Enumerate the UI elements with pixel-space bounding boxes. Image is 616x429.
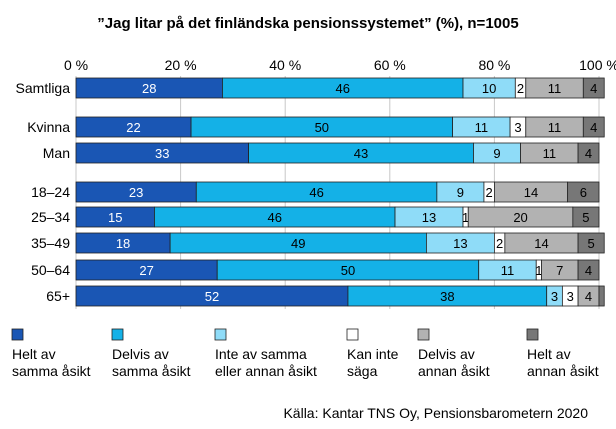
x-tick-label: 0 % [64, 57, 88, 73]
bar-value-label: 3 [551, 289, 558, 304]
category-labels: Samtliga Kvinna Man 18–24 25–34 35–49 50–64 65+ [16, 80, 71, 304]
x-tick-label: 60 % [374, 57, 406, 73]
bar-segment [572, 206, 600, 228]
bar-value-label: 11 [501, 263, 515, 278]
bar-value-label: 2 [496, 236, 503, 251]
bar-value-label: 5 [582, 210, 589, 225]
legend-label: annan åsikt [527, 363, 599, 379]
bar-value-label: 10 [482, 81, 496, 96]
x-tick-label: 20 % [165, 57, 197, 73]
bar-value-label: 5 [588, 236, 595, 251]
x-tick-label: 40 % [269, 57, 301, 73]
category-label: 18–24 [31, 184, 70, 200]
bar-value-label: 22 [126, 120, 140, 135]
legend-label: Kan inte [347, 346, 399, 362]
bar-value-label: 18 [116, 236, 130, 251]
bar-value-label: 52 [205, 289, 219, 304]
category-label: 25–34 [31, 209, 70, 225]
bar-value-label: 4 [590, 81, 597, 96]
bar-value-label: 1 [535, 263, 542, 278]
legend-label: samma åsikt [112, 363, 191, 379]
chart-title: ”Jag litar på det finländska pensionssys… [97, 15, 518, 32]
bar-value-label: 20 [513, 210, 527, 225]
bar-value-label: 3 [567, 289, 574, 304]
category-label: Man [43, 145, 70, 161]
bar-value-label: 4 [585, 263, 592, 278]
bar-segment [577, 142, 600, 164]
bar-value-label: 9 [457, 185, 464, 200]
x-tick-label: 100 % [579, 57, 616, 73]
bar-value-label: 2 [517, 81, 524, 96]
legend-label: Inte av samma [215, 346, 307, 362]
bar-segment [582, 116, 605, 138]
bar-segment [598, 285, 605, 307]
bar-value-label: 46 [309, 185, 323, 200]
bar-value-label: 23 [129, 185, 143, 200]
bar-value-label: 4 [590, 120, 597, 135]
bar-value-label: 50 [341, 263, 355, 278]
source-note: Källa: Kantar TNS Oy, Pensionsbarometern… [283, 405, 588, 421]
bar-value-label: 49 [291, 236, 305, 251]
category-label: 50–64 [31, 262, 70, 278]
legend-swatch [214, 328, 227, 341]
bar-segment [567, 181, 600, 203]
bar-value-label: 6 [580, 185, 587, 200]
bar-segment [582, 77, 605, 99]
bars: 28 46 10 2 11 422 50 11 3 11 433 43 9 11 423 46 9 2 14 615 4… [75, 77, 605, 307]
bar-value-label: 14 [534, 236, 548, 251]
category-label: 65+ [46, 288, 70, 304]
legend-swatch [346, 328, 359, 341]
legend-swatch [111, 328, 124, 341]
legend-swatch [417, 328, 430, 341]
category-label: 35–49 [31, 235, 70, 251]
bar-value-label: 28 [142, 81, 156, 96]
legend-label: eller annan åsikt [215, 363, 317, 379]
bar-value-label: 11 [548, 120, 562, 135]
category-label: Kvinna [27, 119, 70, 135]
bar-segment [577, 259, 600, 281]
bar-value-label: 15 [108, 210, 122, 225]
bar-segment [577, 232, 605, 254]
legend-label: Helt av [12, 346, 56, 362]
bar-value-label: 7 [556, 263, 563, 278]
bar-value-label: 33 [155, 146, 169, 161]
legend-label: samma åsikt [12, 363, 91, 379]
legend-label: Delvis av [418, 346, 475, 362]
bar-value-label: 11 [543, 146, 557, 161]
legend-swatch [11, 328, 24, 341]
legend-swatch [526, 328, 539, 341]
bar-value-label: 2 [486, 185, 493, 200]
bar-value-label: 43 [354, 146, 368, 161]
legend-label: säga [347, 363, 378, 379]
bar-value-label: 50 [315, 120, 329, 135]
bar-value-label: 11 [548, 81, 562, 96]
bar-value-label: 13 [422, 210, 436, 225]
bar-value-label: 27 [139, 263, 153, 278]
bar-value-label: 9 [493, 146, 500, 161]
x-tick-label: 80 % [478, 57, 510, 73]
bar-value-label: 4 [585, 289, 592, 304]
bar-value-label: 38 [440, 289, 454, 304]
bar-value-label: 3 [514, 120, 521, 135]
x-axis-ticks: 0 % 20 % 40 % 60 % 80 % 100 % [64, 57, 616, 73]
bar-value-label: 1 [462, 210, 469, 225]
bar-value-label: 13 [453, 236, 467, 251]
bar-value-label: 46 [268, 210, 282, 225]
bar-value-label: 11 [475, 120, 489, 135]
legend-label: Delvis av [112, 346, 169, 362]
bar-value-label: 14 [524, 185, 538, 200]
bar-value-label: 4 [585, 146, 592, 161]
bar-value-label: 46 [335, 81, 349, 96]
legend-label: annan åsikt [418, 363, 490, 379]
legend-label: Helt av [527, 346, 571, 362]
category-label: Samtliga [16, 80, 71, 96]
